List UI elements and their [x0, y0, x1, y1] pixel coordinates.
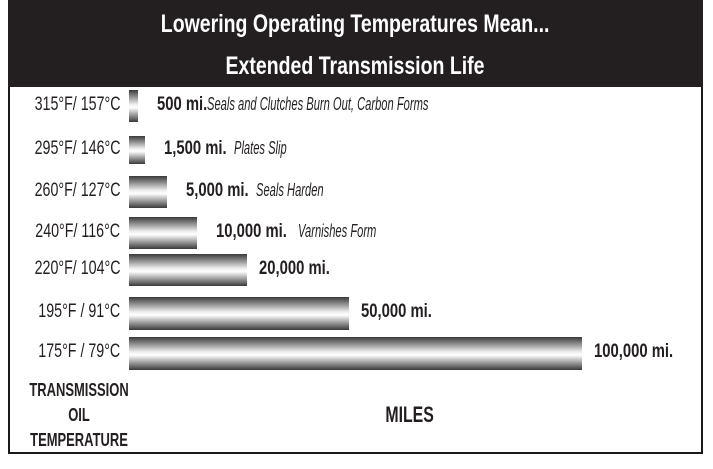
category-label: 195°F / 91°C — [38, 301, 120, 322]
value-label: 1,500 mi. — [164, 138, 227, 159]
value-label: 50,000 mi. — [361, 301, 432, 322]
value-label: 5,000 mi. — [186, 180, 249, 201]
x-axis-label: MILES — [385, 402, 435, 427]
bar — [129, 217, 197, 249]
chart-title: Lowering Operating Temperatures Mean... — [161, 10, 550, 38]
bar — [129, 254, 247, 286]
value-label: 20,000 mi. — [259, 258, 330, 279]
annotation: Varnishes Form — [298, 221, 377, 241]
bar — [129, 90, 138, 122]
bar — [129, 296, 349, 330]
bar — [129, 336, 582, 370]
value-label: 500 mi. — [157, 94, 208, 115]
category-label: 240°F/ 116°C — [35, 221, 120, 242]
annotation: Seals Harden — [256, 180, 324, 200]
bar — [129, 176, 167, 208]
category-label: 315°F/ 157°C — [34, 94, 120, 115]
category-label: 295°F/ 146°C — [34, 138, 120, 159]
annotation: Seals and Clutches Burn Out, Carbon Form… — [207, 94, 429, 114]
category-label: 260°F/ 127°C — [34, 180, 120, 201]
value-label: 10,000 mi. — [216, 221, 287, 242]
bar — [129, 136, 145, 164]
chart-subtitle: Extended Transmission Life — [226, 52, 485, 80]
value-label: 100,000 mi. — [594, 341, 674, 362]
y-axis-label: TRANSMISSION OIL TEMPERATURE — [29, 380, 129, 450]
category-label: 175°F / 79°C — [38, 341, 120, 362]
category-label: 220°F/ 104°C — [34, 258, 120, 279]
annotation: Plates Slip — [234, 138, 287, 158]
chart-header: Lowering Operating Temperatures Mean... … — [8, 0, 703, 87]
